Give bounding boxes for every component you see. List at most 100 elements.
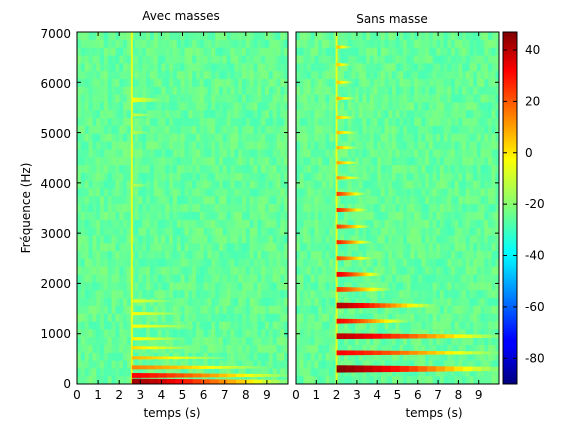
noise-cell xyxy=(466,173,470,181)
noise-cell xyxy=(303,149,307,157)
noise-cell xyxy=(115,79,119,87)
noise-cell xyxy=(385,87,389,95)
noise-cell xyxy=(230,329,234,337)
noise-cell xyxy=(462,228,466,236)
noise-cell xyxy=(462,321,466,329)
noise-cell xyxy=(204,79,208,87)
band-segment xyxy=(158,379,167,384)
noise-cell xyxy=(307,353,311,361)
noise-cell xyxy=(340,71,344,79)
noise-cell xyxy=(447,314,451,322)
noise-cell xyxy=(399,259,403,267)
noise-cell xyxy=(223,40,227,48)
noise-cell xyxy=(329,368,333,376)
noise-cell xyxy=(462,40,466,48)
noise-cell xyxy=(366,79,370,87)
noise-cell xyxy=(355,196,359,204)
noise-cell xyxy=(377,204,381,212)
noise-cell xyxy=(410,321,414,329)
noise-cell xyxy=(238,251,242,259)
noise-cell xyxy=(215,87,219,95)
noise-cell xyxy=(377,251,381,259)
noise-cell xyxy=(96,282,100,290)
noise-cell xyxy=(127,87,131,95)
noise-cell xyxy=(469,243,473,251)
noise-cell xyxy=(318,259,322,267)
noise-cell xyxy=(96,337,100,345)
noise-cell xyxy=(462,87,466,95)
noise-cell xyxy=(246,282,250,290)
noise-cell xyxy=(85,235,89,243)
noise-cell xyxy=(169,134,173,142)
noise-cell xyxy=(296,95,300,103)
noise-cell xyxy=(322,173,326,181)
noise-cell xyxy=(81,274,85,282)
noise-cell xyxy=(440,118,444,126)
noise-cell xyxy=(280,306,284,314)
band-segment xyxy=(173,325,177,327)
noise-cell xyxy=(436,274,440,282)
noise-cell xyxy=(265,126,269,134)
noise-cell xyxy=(81,212,85,220)
noise-cell xyxy=(300,165,304,173)
noise-cell xyxy=(227,267,231,275)
noise-cell xyxy=(158,173,162,181)
noise-cell xyxy=(307,95,311,103)
noise-cell xyxy=(165,126,169,134)
noise-cell xyxy=(322,306,326,314)
noise-cell xyxy=(414,126,418,134)
noise-cell xyxy=(169,40,173,48)
noise-cell xyxy=(273,298,277,306)
noise-cell xyxy=(447,376,451,384)
noise-cell xyxy=(348,196,352,204)
noise-cell xyxy=(261,274,265,282)
noise-cell xyxy=(158,48,162,56)
noise-cell xyxy=(115,361,119,369)
noise-cell xyxy=(165,40,169,48)
noise-cell xyxy=(115,314,119,322)
noise-cell xyxy=(204,149,208,157)
noise-cell xyxy=(311,188,315,196)
noise-cell xyxy=(227,353,231,361)
noise-cell xyxy=(85,157,89,165)
noise-cell xyxy=(246,196,250,204)
noise-cell xyxy=(85,196,89,204)
noise-cell xyxy=(265,228,269,236)
noise-cell xyxy=(466,181,470,189)
noise-cell xyxy=(108,126,112,134)
noise-cell xyxy=(184,306,188,314)
noise-cell xyxy=(188,188,192,196)
noise-cell xyxy=(81,251,85,259)
band-segment xyxy=(147,356,153,359)
noise-cell xyxy=(261,196,265,204)
noise-cell xyxy=(265,321,269,329)
noise-cell xyxy=(92,282,96,290)
noise-cell xyxy=(112,32,116,40)
noise-cell xyxy=(421,188,425,196)
noise-cell xyxy=(407,274,411,282)
noise-cell xyxy=(447,267,451,275)
noise-cell xyxy=(200,157,204,165)
noise-cell xyxy=(127,55,131,63)
noise-cell xyxy=(388,181,392,189)
noise-cell xyxy=(238,290,242,298)
noise-cell xyxy=(322,251,326,259)
noise-cell xyxy=(227,48,231,56)
noise-cell xyxy=(462,165,466,173)
noise-cell xyxy=(396,188,400,196)
noise-cell xyxy=(173,251,177,259)
noise-cell xyxy=(326,267,330,275)
noise-cell xyxy=(112,87,116,95)
noise-cell xyxy=(89,243,93,251)
noise-cell xyxy=(227,243,231,251)
noise-cell xyxy=(165,87,169,95)
noise-cell xyxy=(451,87,455,95)
noise-cell xyxy=(108,63,112,71)
noise-cell xyxy=(108,55,112,63)
noise-cell xyxy=(85,63,89,71)
noise-cell xyxy=(280,235,284,243)
noise-cell xyxy=(311,126,315,134)
noise-cell xyxy=(425,95,429,103)
noise-cell xyxy=(473,48,477,56)
noise-cell xyxy=(300,329,304,337)
